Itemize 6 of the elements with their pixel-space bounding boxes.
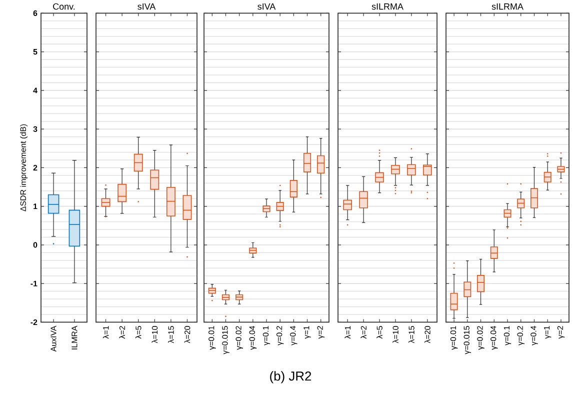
chart-title: sIVA [258,3,276,10]
chart-title: sILRMA [492,3,524,10]
chart-title: Conv. [53,3,75,10]
text: (b) JR2 [270,371,312,384]
chart-title: sILRMA [372,3,404,10]
chart-title: sIVA [138,3,156,10]
